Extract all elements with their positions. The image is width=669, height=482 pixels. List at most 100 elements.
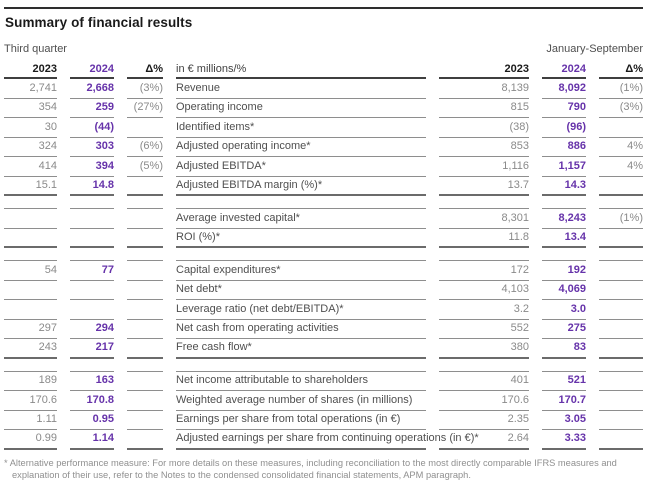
- footnote: * Alternative performance measure: For m…: [4, 457, 617, 480]
- row-label-cell: Identified items*: [176, 118, 426, 138]
- jan-sep-2023-cell: (38): [439, 118, 529, 138]
- top-divider: [4, 7, 643, 9]
- q3-2023-cell: [4, 209, 57, 229]
- row-label-cell: Average invested capital*: [176, 209, 426, 229]
- row-label-cell: Adjusted earnings per share from continu…: [176, 430, 479, 450]
- jan-sep-delta-cell: [599, 261, 643, 281]
- q3-2024-cell: 77: [70, 261, 114, 281]
- spacer-cell: [599, 196, 643, 209]
- q3-2024-cell: 294: [70, 320, 114, 339]
- jan-sep-2023-cell: 8,301: [439, 209, 529, 229]
- spacer-cell: [176, 359, 426, 372]
- q3-2023-cell: 54: [4, 261, 57, 281]
- jan-sep-delta-cell: [599, 300, 643, 320]
- jan-sep-delta-cell: (1%): [599, 79, 643, 99]
- jan-sep-2024-cell: 275: [542, 320, 586, 339]
- col-header-jan-sep-2023: 2023: [439, 61, 529, 79]
- jan-sep-delta-cell: [599, 391, 643, 411]
- q3-2024-cell: 14.8: [70, 177, 114, 196]
- q3-2024-cell: 1.14: [70, 430, 114, 450]
- jan-sep-2023-cell: 4,103: [439, 281, 529, 300]
- spacer-cell: [70, 359, 114, 372]
- q3-delta-cell: [127, 177, 163, 196]
- row-label-cell: Net debt*: [176, 281, 426, 300]
- jan-sep-delta-cell: [599, 177, 643, 196]
- jan-sep-2024-cell: 4,069: [542, 281, 586, 300]
- q3-2024-cell: 217: [70, 339, 114, 359]
- q3-delta-cell: [127, 411, 163, 430]
- spacer-cell: [542, 248, 586, 261]
- jan-sep-delta-cell: (1%): [599, 209, 643, 229]
- col-header-jan-sep-2024: 2024: [542, 61, 586, 79]
- q3-2024-cell: [70, 300, 114, 320]
- jan-sep-2024-cell: 3.05: [542, 411, 586, 430]
- row-label-cell: ROI (%)*: [176, 229, 426, 248]
- spacer-cell: [542, 196, 586, 209]
- q3-delta-cell: [127, 229, 163, 248]
- page-title: Summary of financial results: [5, 15, 193, 30]
- spacer-cell: [439, 359, 529, 372]
- q3-2024-cell: 163: [70, 372, 114, 391]
- jan-sep-2024-cell: (96): [542, 118, 586, 138]
- q3-delta-cell: [127, 118, 163, 138]
- q3-2024-cell: 0.95: [70, 411, 114, 430]
- q3-2023-cell: [4, 281, 57, 300]
- q3-2024-cell: [70, 229, 114, 248]
- q3-2023-cell: 354: [4, 99, 57, 118]
- spacer-cell: [4, 196, 57, 209]
- q3-2023-cell: [4, 300, 57, 320]
- q3-delta-cell: [127, 430, 163, 450]
- q3-delta-cell: [127, 339, 163, 359]
- q3-delta-cell: [127, 320, 163, 339]
- jan-sep-2023-cell: 2.35: [439, 411, 529, 430]
- row-label-cell: Free cash flow*: [176, 339, 426, 359]
- right-period-label: January-September: [546, 43, 643, 55]
- q3-delta-cell: [127, 281, 163, 300]
- spacer-cell: [599, 248, 643, 261]
- q3-2023-cell: 1.11: [4, 411, 57, 430]
- q3-2023-cell: 414: [4, 157, 57, 177]
- jan-sep-2024-cell: 790: [542, 99, 586, 118]
- jan-sep-2023-cell: 853: [439, 138, 529, 157]
- q3-delta-cell: (27%): [127, 99, 163, 118]
- jan-sep-2024-cell: 192: [542, 261, 586, 281]
- row-label-cell: Net cash from operating activities: [176, 320, 426, 339]
- jan-sep-2024-cell: 13.4: [542, 229, 586, 248]
- col-header-q3-2024: 2024: [70, 61, 114, 79]
- spacer-cell: [4, 359, 57, 372]
- jan-sep-2024-cell: 3.0: [542, 300, 586, 320]
- q3-2023-cell: 0.99: [4, 430, 57, 450]
- row-label-cell: Net income attributable to shareholders: [176, 372, 426, 391]
- jan-sep-2024-cell: 886: [542, 138, 586, 157]
- left-period-label: Third quarter: [4, 43, 67, 55]
- jan-sep-2023-cell: 2.64: [439, 430, 529, 450]
- spacer-cell: [542, 359, 586, 372]
- q3-2023-cell: 170.6: [4, 391, 57, 411]
- jan-sep-2023-cell: 1,116: [439, 157, 529, 177]
- jan-sep-2023-cell: 3.2: [439, 300, 529, 320]
- q3-2024-cell: [70, 209, 114, 229]
- jan-sep-2024-cell: 521: [542, 372, 586, 391]
- row-label-cell: Revenue: [176, 79, 426, 99]
- col-header-q3-2023: 2023: [4, 61, 57, 79]
- q3-delta-cell: [127, 372, 163, 391]
- q3-2024-cell: 394: [70, 157, 114, 177]
- q3-delta-cell: [127, 261, 163, 281]
- jan-sep-2023-cell: 815: [439, 99, 529, 118]
- q3-2024-cell: 170.8: [70, 391, 114, 411]
- q3-2023-cell: [4, 229, 57, 248]
- jan-sep-2023-cell: 11.8: [439, 229, 529, 248]
- q3-2024-cell: 2,668: [70, 79, 114, 99]
- q3-delta-cell: [127, 209, 163, 229]
- spacer-cell: [127, 248, 163, 261]
- jan-sep-delta-cell: (3%): [599, 99, 643, 118]
- financial-summary-page: Summary of financial results Third quart…: [4, 7, 643, 481]
- q3-2023-cell: 324: [4, 138, 57, 157]
- spacer-cell: [599, 359, 643, 372]
- q3-2024-cell: 259: [70, 99, 114, 118]
- q3-2023-cell: 297: [4, 320, 57, 339]
- jan-sep-2024-cell: 1,157: [542, 157, 586, 177]
- jan-sep-delta-cell: [599, 372, 643, 391]
- row-label-cell: Leverage ratio (net debt/EBITDA)*: [176, 300, 426, 320]
- q3-delta-cell: (5%): [127, 157, 163, 177]
